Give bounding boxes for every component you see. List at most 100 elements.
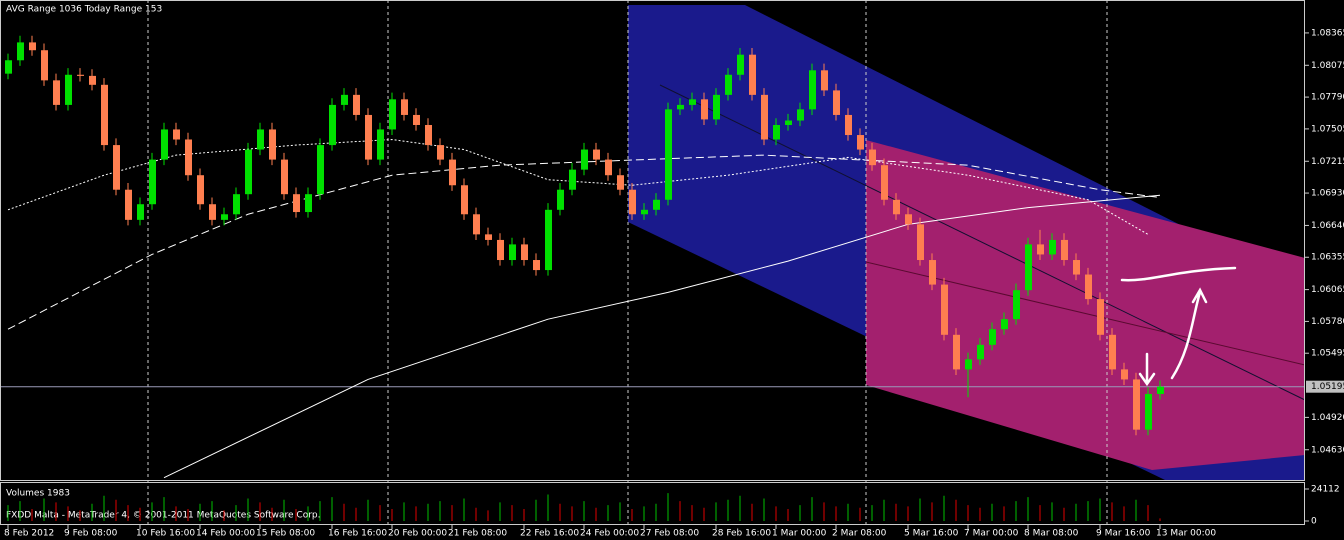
candle-body <box>1133 379 1140 430</box>
x-tick-label: 7 Mar 00:00 <box>964 529 1019 539</box>
candle-body <box>41 50 48 81</box>
footer: FXDD Malta - MetaTrader 4, © 2001-2011 M… <box>6 511 321 521</box>
current-price-box <box>1306 380 1344 393</box>
candle-body <box>173 129 180 140</box>
candle-body <box>497 239 504 261</box>
y-tick-label: 1.07505 <box>1311 124 1344 134</box>
candle-body <box>881 165 888 200</box>
candle-body <box>1073 260 1080 275</box>
candle-body <box>1121 369 1128 380</box>
candle-body <box>1061 239 1068 261</box>
candle-body <box>557 189 564 210</box>
y-tick-label: 1.04920 <box>1311 413 1344 423</box>
moving-average <box>163 194 1161 479</box>
candle-body <box>629 189 636 215</box>
candle-body <box>737 54 744 75</box>
candle-body <box>65 74 72 105</box>
drawn-line <box>1120 266 1237 282</box>
y-tick-label: 1.07215 <box>1311 157 1344 167</box>
candle-body <box>677 104 684 110</box>
candle-body <box>893 199 900 215</box>
candle-body <box>1157 386 1164 394</box>
x-tick-label: 24 Feb 00:00 <box>580 529 639 539</box>
volume-tick-label: 24112 <box>1311 485 1340 495</box>
x-tick-label: 5 Mar 16:00 <box>904 529 959 539</box>
candle-body <box>857 135 864 150</box>
candle-body <box>353 94 360 115</box>
candle-body <box>545 209 552 271</box>
candle-body <box>581 149 588 170</box>
candle-body <box>77 74 84 76</box>
candle-body <box>473 214 480 235</box>
x-tick-label: 13 Mar 00:00 <box>1156 529 1216 539</box>
candle-body <box>29 42 36 51</box>
candle-body <box>521 244 528 261</box>
candle-body <box>413 114 420 125</box>
candle-body <box>689 99 696 105</box>
candle-body <box>533 260 540 271</box>
x-tick-label: 2 Mar 08:00 <box>832 529 887 539</box>
candle-body <box>653 199 660 210</box>
candle-body <box>269 129 276 160</box>
magenta-channel <box>866 140 1305 470</box>
y-tick-label: 1.05780 <box>1311 317 1344 327</box>
y-tick-label: 1.04630 <box>1311 445 1344 455</box>
x-tick-label: 15 Feb 08:00 <box>256 529 315 539</box>
candle-body <box>461 185 468 215</box>
channel-median <box>865 261 1306 366</box>
candle-body <box>941 284 948 335</box>
candle-body <box>377 129 384 160</box>
candle-body <box>905 214 912 225</box>
candle-body <box>1037 244 1044 255</box>
candle-body <box>281 159 288 195</box>
y-tick-label: 1.05495 <box>1311 349 1344 359</box>
hand-drawn-arrows <box>1120 266 1237 387</box>
candle-body <box>149 159 156 205</box>
candle-body <box>869 149 876 166</box>
candle-body <box>197 175 204 205</box>
price-pane-frame <box>0 0 1305 481</box>
candle-body <box>221 214 228 220</box>
candle-body <box>365 114 372 160</box>
candle-body <box>389 99 396 130</box>
candle-body <box>929 260 936 285</box>
y-tick-label: 1.06355 <box>1311 253 1344 263</box>
candle-body <box>257 129 264 150</box>
candle-body <box>845 114 852 136</box>
x-tick-label: 9 Mar 16:00 <box>1096 529 1151 539</box>
candle-body <box>1025 244 1032 291</box>
indicator-title: AVG Range 1036 Today Range 153 <box>6 5 162 15</box>
x-tick-label: 20 Feb 00:00 <box>388 529 447 539</box>
candle-body <box>785 120 792 125</box>
current-price-label: 1.05195 <box>1311 382 1344 392</box>
candle-body <box>1001 319 1008 330</box>
candle-body <box>53 80 60 105</box>
x-tick-label: 21 Feb 08:00 <box>448 529 507 539</box>
candle-body <box>137 204 144 220</box>
candle-body <box>1013 290 1020 320</box>
candle-body <box>569 169 576 190</box>
moving-average <box>7 138 1149 235</box>
candle-body <box>773 124 780 140</box>
x-tick-label: 8 Mar 08:00 <box>1024 529 1079 539</box>
volume-pane-frame <box>0 482 1305 525</box>
candle-body <box>1109 334 1116 370</box>
candle-body <box>1097 299 1104 335</box>
candle-body <box>293 194 300 213</box>
x-tick-label: 9 Feb 08:00 <box>64 529 118 539</box>
y-tick-label: 1.08075 <box>1311 61 1344 71</box>
x-tick-label: 28 Feb 16:00 <box>712 529 771 539</box>
candle-body <box>953 334 960 370</box>
candle-body <box>449 159 456 186</box>
candle-body <box>665 109 672 200</box>
candle-body <box>749 54 756 95</box>
y-tick-label: 1.06930 <box>1311 189 1344 199</box>
candle-body <box>593 149 600 160</box>
candle-body <box>17 42 24 61</box>
x-tick-label: 8 Feb 2012 <box>4 529 54 539</box>
candle-body <box>605 159 612 176</box>
candle-body <box>713 94 720 120</box>
candle-body <box>1085 274 1092 300</box>
candle-body <box>989 329 996 345</box>
